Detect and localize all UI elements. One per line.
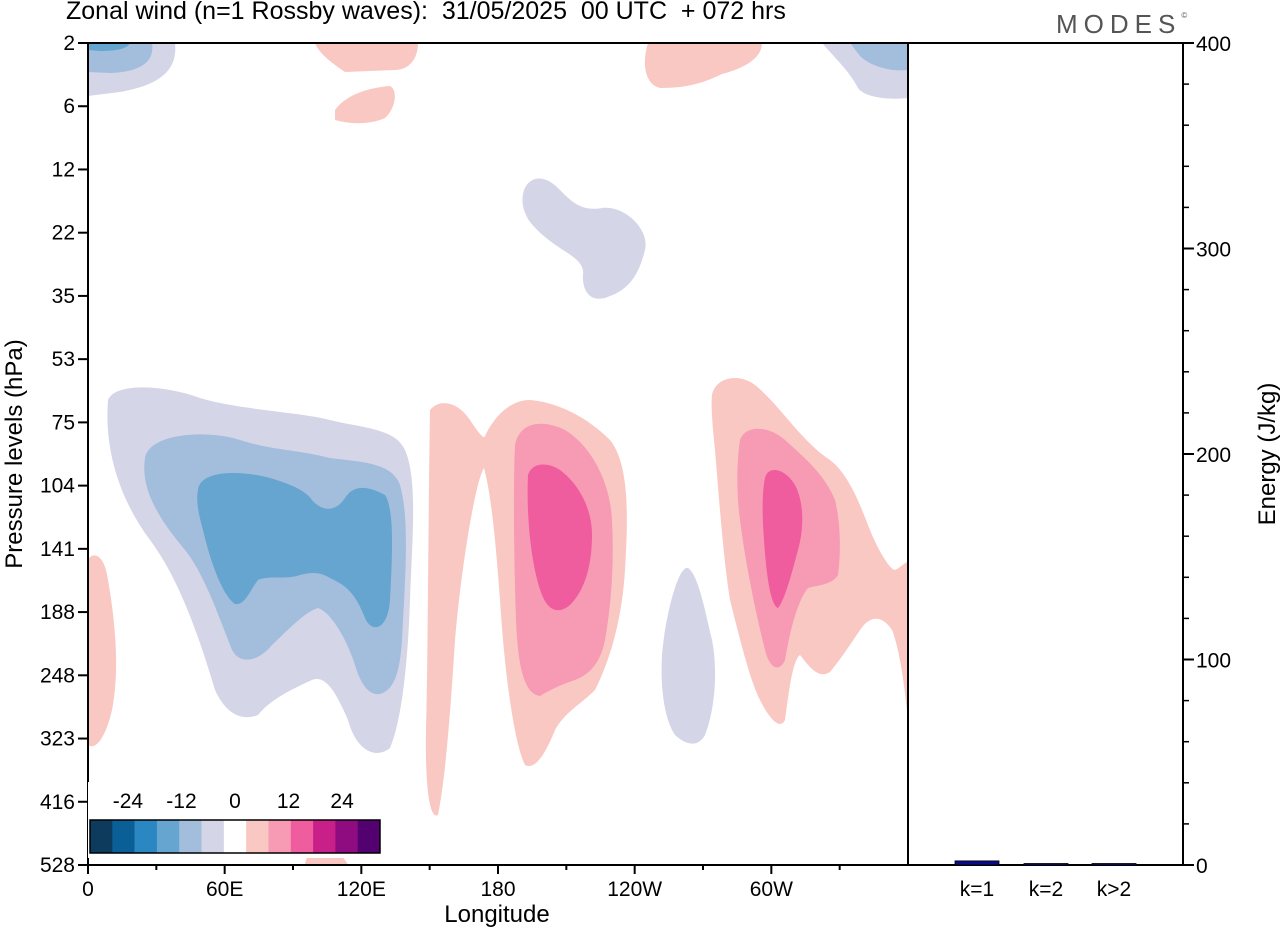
y-tick-label: 188 bbox=[40, 601, 75, 624]
energy-category-label: k=1 bbox=[960, 878, 994, 901]
colorbar-swatch bbox=[313, 820, 336, 853]
energy-category-label: k=2 bbox=[1029, 878, 1063, 901]
contour-neg-5 bbox=[850, 43, 908, 71]
y-tick-label: 35 bbox=[52, 285, 75, 308]
colorbar-label: 12 bbox=[277, 790, 300, 813]
contour-pos-4 bbox=[88, 555, 117, 747]
colorbar-swatch bbox=[268, 820, 292, 853]
energy-tick-label: 200 bbox=[1196, 444, 1231, 467]
x-tick-label: 120W bbox=[607, 878, 662, 901]
colorbar-swatch bbox=[357, 820, 381, 853]
chart-title: Zonal wind (n=1 Rossby waves): 31/05/202… bbox=[66, 0, 786, 25]
colorbar-swatch bbox=[201, 820, 225, 853]
colorbar-swatch bbox=[335, 820, 358, 853]
x-tick-label: 0 bbox=[82, 878, 94, 901]
modes-logo: MODES© bbox=[1056, 9, 1187, 40]
energy-axis-title: Energy (J/kg) bbox=[1254, 383, 1280, 526]
contour-pos-3 bbox=[644, 43, 762, 88]
energy-tick-label: 400 bbox=[1196, 33, 1231, 56]
y-tick-label: 416 bbox=[40, 791, 75, 814]
x-tick-label: 180 bbox=[480, 878, 515, 901]
y-tick-label: 323 bbox=[40, 728, 75, 751]
colorbar-label: -12 bbox=[166, 790, 196, 813]
colorbar-frame bbox=[89, 819, 381, 854]
y-tick-label: 104 bbox=[40, 475, 75, 498]
contour-field bbox=[88, 43, 908, 865]
energy-tick-label: 0 bbox=[1196, 855, 1208, 878]
longitude-axis: 0 60E 120E 180 120W 60W bbox=[82, 865, 841, 901]
x-axis-title: Longitude bbox=[444, 901, 549, 928]
energy-panel-frame bbox=[907, 42, 1184, 866]
colorbar-label: -24 bbox=[113, 790, 144, 813]
energy-bar-k=1 bbox=[954, 860, 1000, 866]
colorbar-swatch bbox=[156, 820, 180, 853]
y-tick-label: 75 bbox=[52, 411, 75, 434]
colorbar-label: 24 bbox=[330, 790, 354, 813]
brand-mark: © bbox=[1181, 11, 1188, 20]
contour-pos-7 bbox=[527, 464, 592, 611]
energy-category-label: k>2 bbox=[1097, 878, 1131, 901]
contour-neg-3 bbox=[88, 43, 130, 51]
colorbar-swatch bbox=[223, 820, 247, 853]
y-tick-label: 2 bbox=[63, 32, 75, 55]
y-tick-label: 12 bbox=[52, 158, 75, 181]
colorbar-label: 0 bbox=[229, 790, 241, 813]
energy-axis: 0 100 200 300 400 bbox=[1183, 33, 1231, 878]
energy-tick-label: 100 bbox=[1196, 650, 1231, 673]
contour-neg-10 bbox=[661, 567, 716, 744]
colorbar-swatch bbox=[112, 820, 135, 853]
x-tick-label: 60W bbox=[750, 878, 793, 901]
energy-tick-label: 300 bbox=[1196, 239, 1231, 262]
colorbar: -24 -12 0 12 24 bbox=[88, 782, 384, 858]
y-tick-label: 53 bbox=[52, 348, 75, 371]
contour-pos-2 bbox=[335, 86, 395, 124]
colorbar-swatch bbox=[90, 820, 113, 853]
y-tick-label: 6 bbox=[63, 95, 75, 118]
y-tick-label: 528 bbox=[40, 854, 75, 877]
x-tick-label: 60E bbox=[206, 878, 243, 901]
colorbar-swatch bbox=[290, 820, 314, 853]
colorbar-swatch bbox=[179, 820, 202, 853]
contour-pos-10 bbox=[762, 469, 803, 608]
colorbar-swatch bbox=[134, 820, 158, 853]
pressure-axis: 2 6 12 22 35 53 75 104 141 188 248 323 416 528 bbox=[40, 32, 88, 877]
x-tick-label: 120E bbox=[337, 878, 386, 901]
energy-bar-k=2 bbox=[1023, 863, 1069, 866]
contour-pos-1 bbox=[315, 43, 418, 72]
energy-bars: k=1 k=2 k>2 bbox=[954, 860, 1137, 901]
y-tick-label: 22 bbox=[52, 222, 75, 245]
brand-text: MODES bbox=[1056, 9, 1182, 39]
contour-neg-6 bbox=[522, 178, 646, 299]
y-tick-label: 141 bbox=[40, 538, 75, 561]
y-axis-title: Pressure levels (hPa) bbox=[1, 339, 28, 568]
contour-neg-9 bbox=[197, 473, 393, 628]
colorbar-swatch bbox=[246, 820, 269, 853]
y-tick-label: 248 bbox=[40, 664, 75, 687]
energy-bar-k>2 bbox=[1091, 863, 1137, 866]
